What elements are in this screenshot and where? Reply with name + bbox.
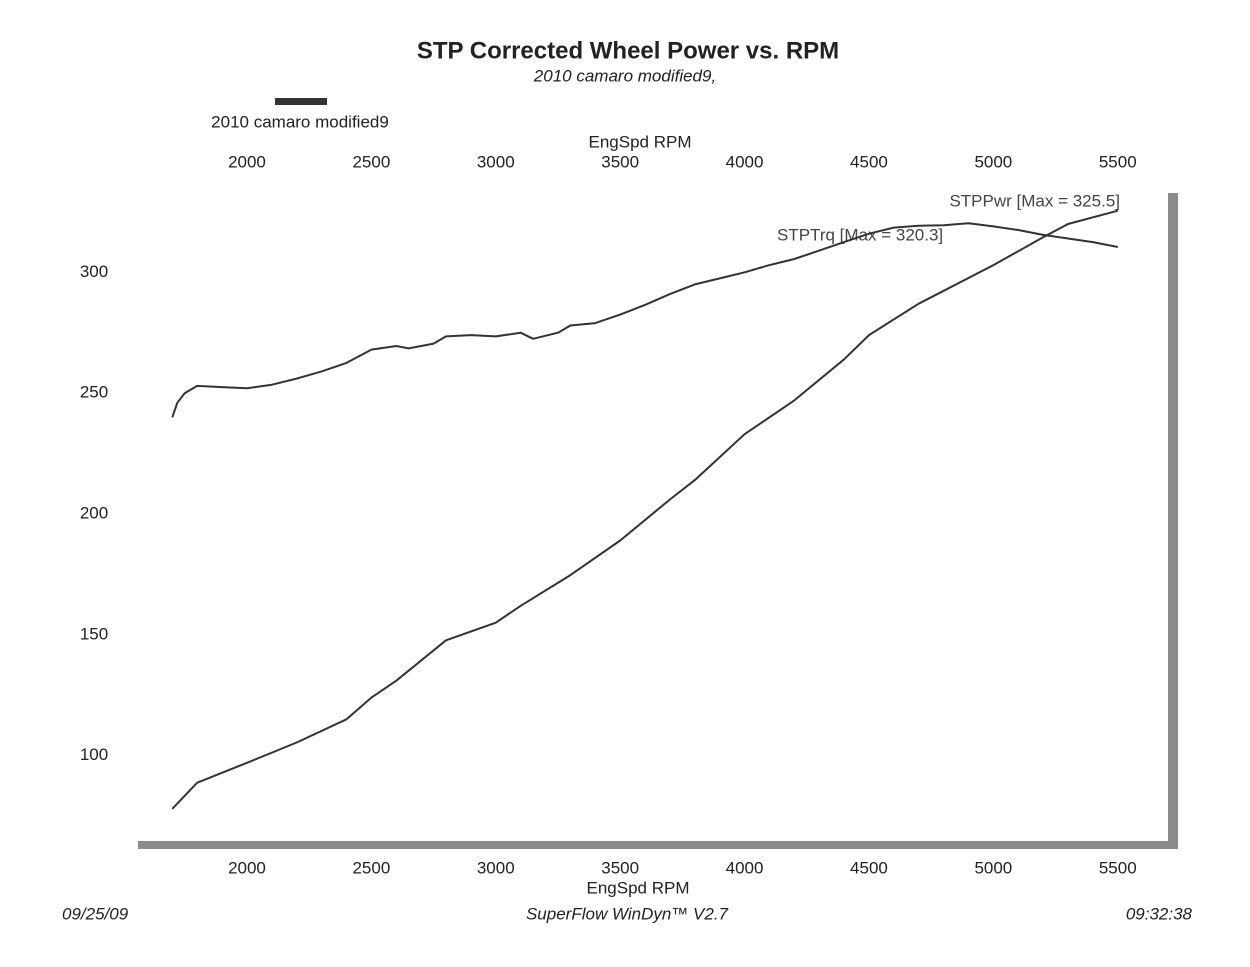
x-tick-label: 4500: [850, 858, 888, 877]
x2-tick-label: 4000: [726, 152, 764, 171]
y-tick-label: 300: [80, 262, 108, 281]
y-tick-label: 200: [80, 503, 108, 522]
x-tick-label: 3500: [601, 858, 639, 877]
footer-date: 09/25/09: [62, 904, 129, 923]
plot-frame-right: [1168, 193, 1178, 849]
x2-tick-label: 5000: [974, 152, 1012, 171]
x2-axis-label: EngSpd RPM: [589, 132, 692, 151]
x2-tick-label: 2000: [228, 152, 266, 171]
x-tick-label: 4000: [726, 858, 764, 877]
legend-swatch: [275, 98, 327, 105]
footer-time: 09:32:38: [1126, 904, 1193, 923]
x-tick-label: 2000: [228, 858, 266, 877]
annotation: STPTrq [Max = 320.3]: [777, 225, 943, 244]
footer-software: SuperFlow WinDyn™ V2.7: [526, 904, 729, 923]
data-line: [171, 222, 1118, 418]
legend-label: 2010 camaro modified9: [211, 112, 389, 131]
x-tick-label: 3000: [477, 858, 515, 877]
x2-tick-label: 5500: [1099, 152, 1137, 171]
annotation: STPPwr [Max = 325.5]: [949, 191, 1120, 210]
x2-tick-label: 4500: [850, 152, 888, 171]
x-tick-label: 5000: [974, 858, 1012, 877]
x-tick-label: 2500: [352, 858, 390, 877]
y-tick-label: 250: [80, 383, 108, 402]
data-line: [171, 209, 1119, 810]
x-axis-label: EngSpd RPM: [587, 878, 690, 897]
y-tick-label: 100: [80, 745, 108, 764]
x2-tick-label: 2500: [352, 152, 390, 171]
x-tick-label: 5500: [1099, 858, 1137, 877]
plot-frame-bottom: [138, 841, 1178, 849]
chart-subtitle: 2010 camaro modified9,: [533, 66, 716, 85]
x2-tick-label: 3000: [477, 152, 515, 171]
y-tick-label: 150: [80, 624, 108, 643]
x2-tick-label: 3500: [601, 152, 639, 171]
chart-title: STP Corrected Wheel Power vs. RPM: [417, 37, 839, 64]
